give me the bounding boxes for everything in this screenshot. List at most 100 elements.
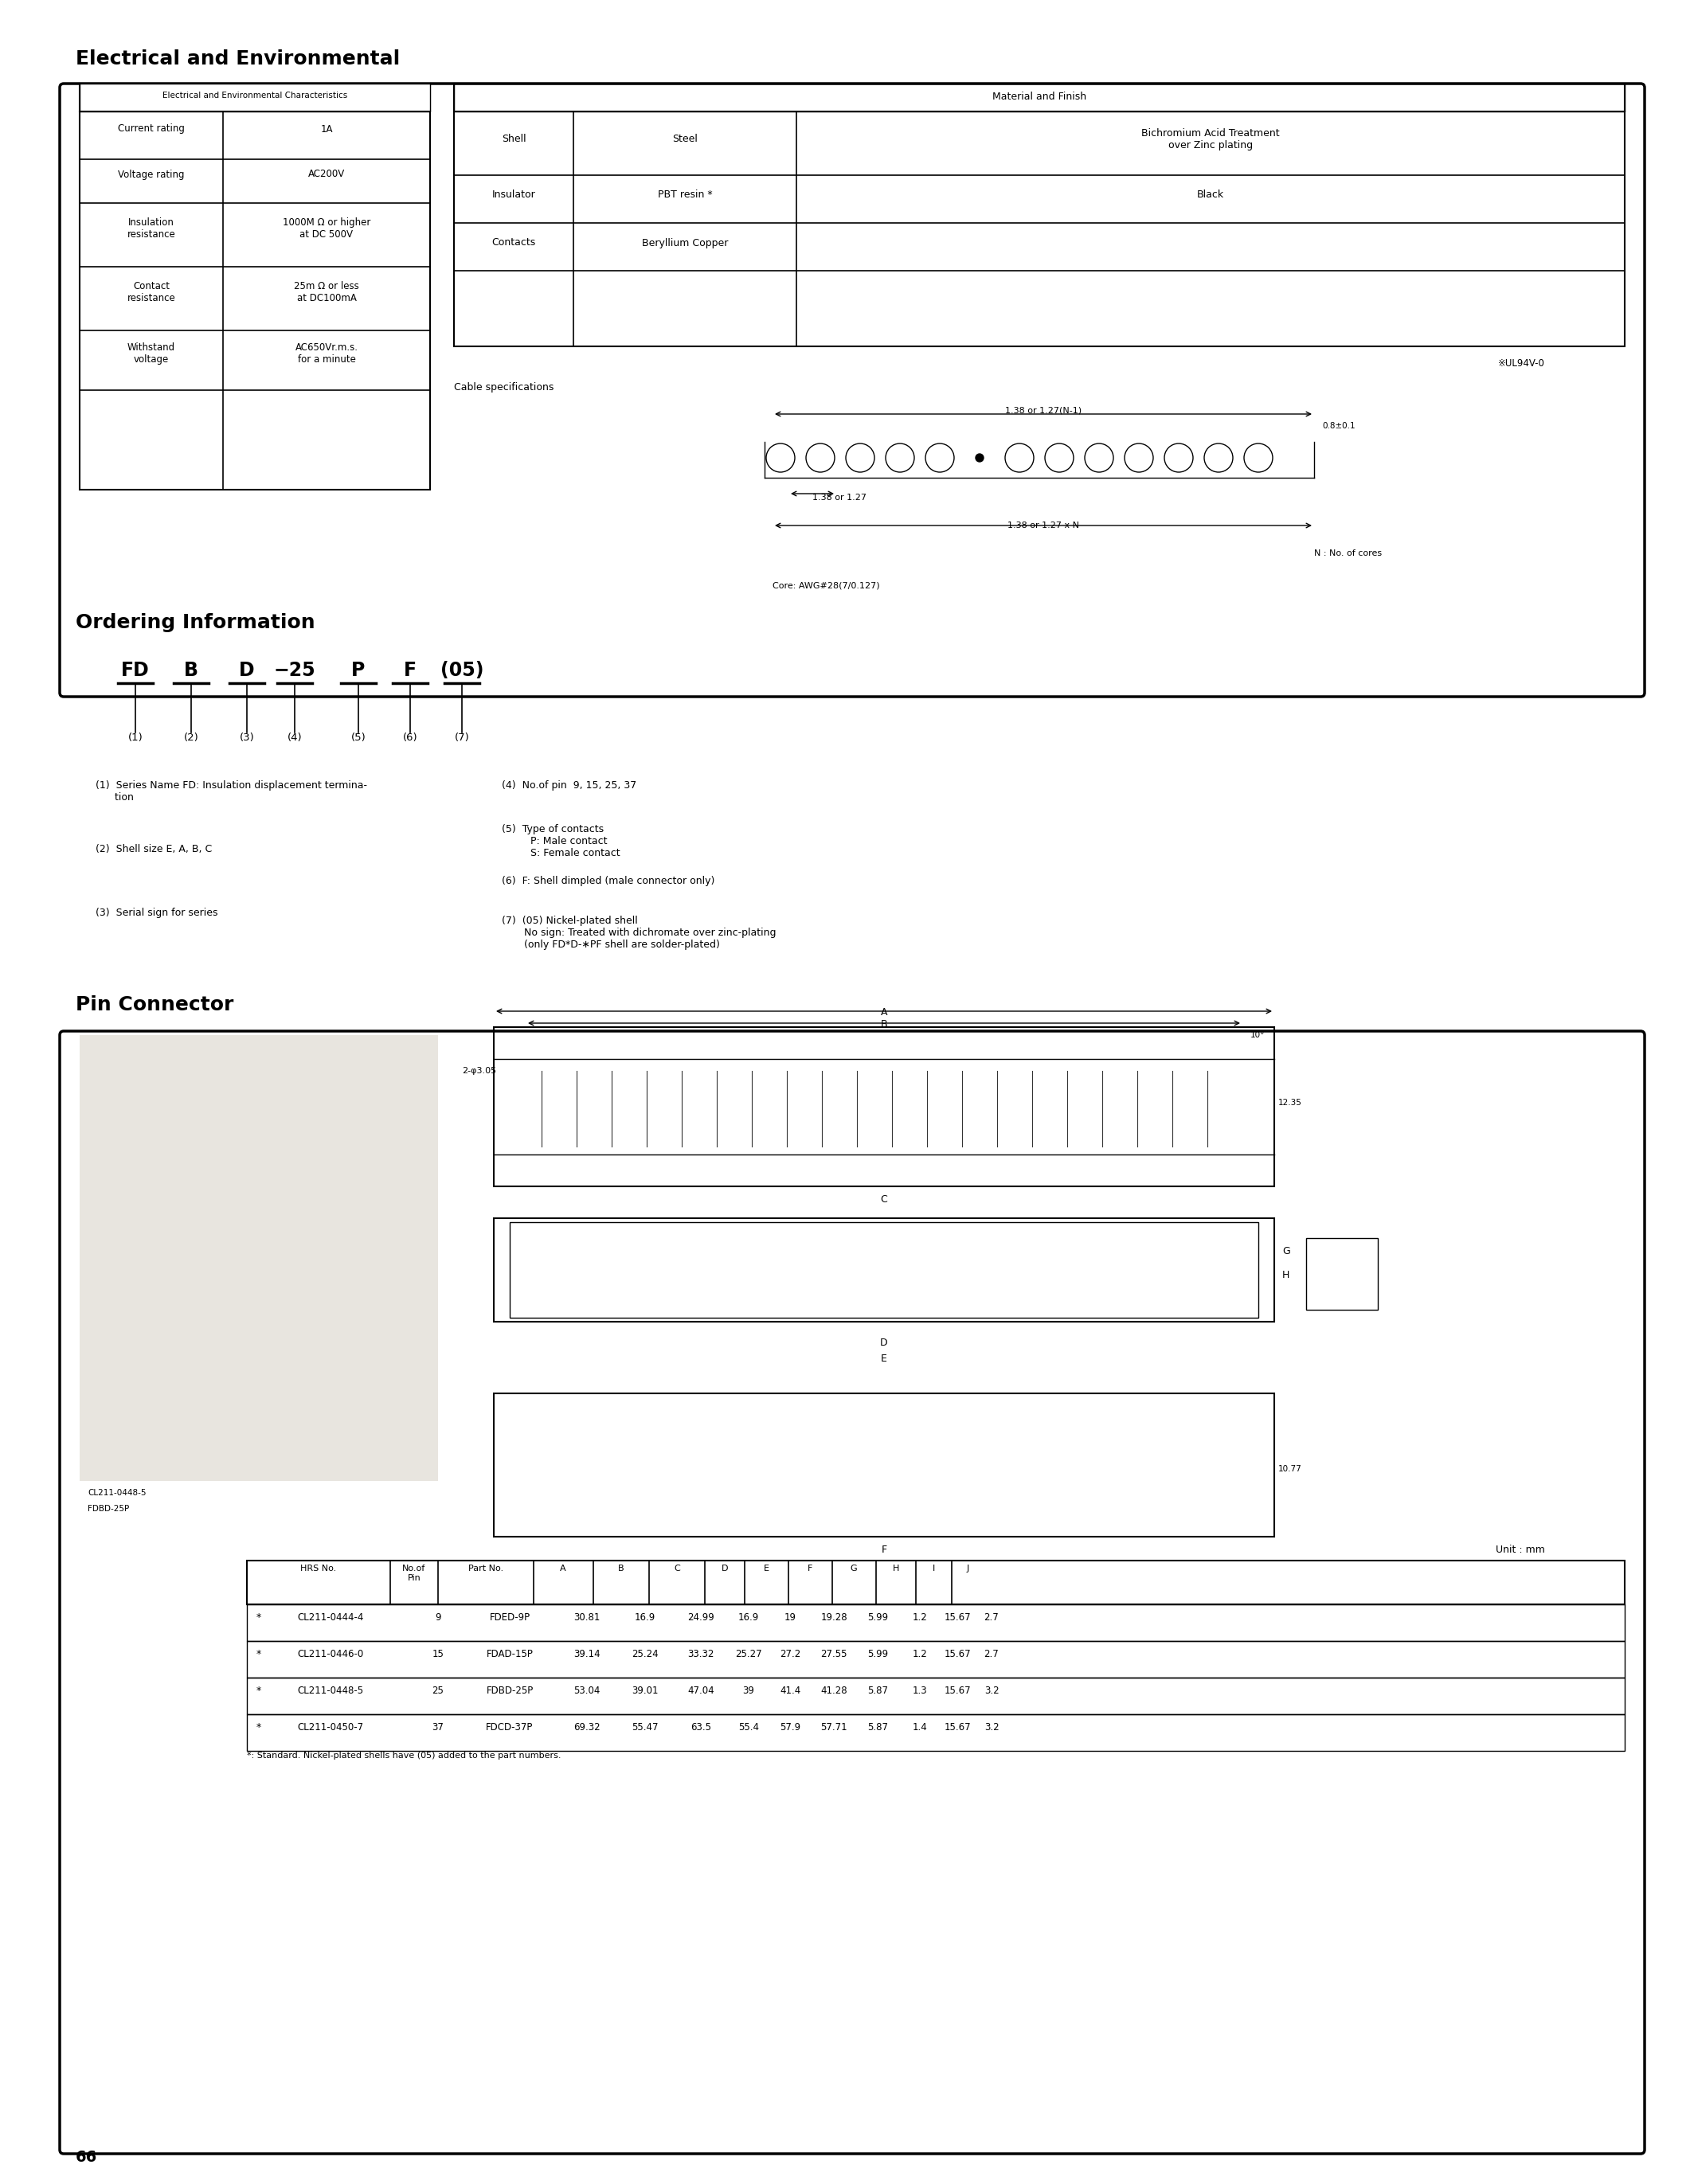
Text: 5.99: 5.99: [867, 1612, 887, 1623]
Text: AC200V: AC200V: [308, 168, 345, 179]
Text: 39.14: 39.14: [573, 1649, 600, 1660]
Text: H: H: [1283, 1269, 1289, 1280]
Text: 1A: 1A: [321, 124, 333, 133]
Text: (1)  Series Name FD: Insulation displacement termina-
      tion: (1) Series Name FD: Insulation displacem…: [96, 780, 367, 802]
Text: E: E: [764, 1564, 769, 1572]
Text: Electrical and Environmental Characteristics: Electrical and Environmental Characteris…: [162, 92, 348, 100]
Text: *: *: [257, 1686, 262, 1697]
Text: N : No. of cores: N : No. of cores: [1315, 550, 1382, 557]
Text: 19.28: 19.28: [820, 1612, 847, 1623]
FancyBboxPatch shape: [59, 83, 1644, 697]
Text: 41.4: 41.4: [779, 1686, 801, 1697]
Text: CL211-0444-4: CL211-0444-4: [297, 1612, 363, 1623]
Text: 15.67: 15.67: [945, 1612, 970, 1623]
Text: Steel: Steel: [673, 133, 698, 144]
Text: (1): (1): [128, 732, 144, 743]
Text: 55.47: 55.47: [632, 1723, 659, 1732]
Text: Beryllium Copper: Beryllium Copper: [642, 238, 728, 249]
Bar: [493, 1393, 1274, 1538]
Text: D: D: [722, 1564, 728, 1572]
Text: 25.24: 25.24: [632, 1649, 659, 1660]
Bar: [493, 1026, 1274, 1186]
Text: F: F: [404, 662, 416, 679]
Text: 30.81: 30.81: [573, 1612, 600, 1623]
Text: C: C: [674, 1564, 679, 1572]
Text: 66: 66: [76, 2149, 98, 2164]
Text: 1.4: 1.4: [913, 1723, 928, 1732]
Text: Part No.: Part No.: [468, 1564, 504, 1572]
FancyBboxPatch shape: [59, 1031, 1644, 2153]
Text: 5.87: 5.87: [867, 1723, 887, 1732]
Text: 63.5: 63.5: [691, 1723, 711, 1732]
Text: Insulation
resistance: Insulation resistance: [127, 218, 176, 240]
Text: D: D: [880, 1337, 887, 1348]
Text: Electrical and Environmental: Electrical and Environmental: [76, 50, 401, 68]
Text: G: G: [850, 1564, 857, 1572]
Text: (4): (4): [287, 732, 303, 743]
Text: 16.9: 16.9: [739, 1612, 759, 1623]
Text: *: Standard. Nickel-plated shells have (05) added to the part numbers.: *: Standard. Nickel-plated shells have (…: [247, 1752, 561, 1760]
Text: I: I: [933, 1564, 935, 1572]
Text: A: A: [880, 1007, 887, 1018]
Bar: [79, 83, 429, 111]
Text: FDAD-15P: FDAD-15P: [487, 1649, 532, 1660]
Text: 41.28: 41.28: [820, 1686, 847, 1697]
Text: −25: −25: [274, 662, 316, 679]
Text: 1000M Ω or higher
at DC 500V: 1000M Ω or higher at DC 500V: [282, 218, 370, 240]
Text: 2.7: 2.7: [984, 1649, 999, 1660]
Text: 1.2: 1.2: [913, 1649, 928, 1660]
Text: (6)  F: Shell dimpled (male connector only): (6) F: Shell dimpled (male connector onl…: [502, 876, 715, 887]
Text: (4)  No.of pin  9, 15, 25, 37: (4) No.of pin 9, 15, 25, 37: [502, 780, 637, 791]
Text: No.of
Pin: No.of Pin: [402, 1564, 426, 1581]
Text: (7): (7): [455, 732, 470, 743]
Text: 19: 19: [784, 1612, 796, 1623]
Text: Cable specifications: Cable specifications: [455, 382, 554, 393]
Text: (6): (6): [402, 732, 417, 743]
Text: 5.87: 5.87: [867, 1686, 887, 1697]
Text: Ordering Information: Ordering Information: [76, 614, 314, 631]
Text: 69.32: 69.32: [573, 1723, 600, 1732]
Text: A: A: [559, 1564, 566, 1572]
Text: 15.67: 15.67: [945, 1723, 970, 1732]
Text: 0.8±0.1: 0.8±0.1: [1322, 422, 1355, 430]
Text: C: C: [880, 1195, 887, 1206]
Text: (2)  Shell size E, A, B, C: (2) Shell size E, A, B, C: [96, 843, 211, 854]
Text: (3): (3): [240, 732, 255, 743]
Text: *: *: [257, 1612, 262, 1623]
Text: 25.27: 25.27: [735, 1649, 762, 1660]
Bar: [1306, 1238, 1377, 1310]
Text: E: E: [880, 1354, 887, 1363]
Text: HRS No.: HRS No.: [301, 1564, 336, 1572]
Text: F: F: [808, 1564, 813, 1572]
Text: B: B: [880, 1020, 887, 1029]
Text: CL211-0448-5: CL211-0448-5: [88, 1489, 145, 1496]
Bar: [455, 83, 1624, 111]
Bar: [247, 1677, 1624, 1714]
Text: FDBD-25P: FDBD-25P: [88, 1505, 128, 1514]
Text: 15: 15: [433, 1649, 444, 1660]
Text: AC650Vr.m.s.
for a minute: AC650Vr.m.s. for a minute: [296, 343, 358, 365]
Text: Voltage rating: Voltage rating: [118, 168, 184, 179]
Text: Shell: Shell: [502, 133, 526, 144]
Text: CL211-0446-0: CL211-0446-0: [297, 1649, 363, 1660]
Text: 39.01: 39.01: [632, 1686, 659, 1697]
Text: 55.4: 55.4: [739, 1723, 759, 1732]
Text: 25m Ω or less
at DC100mA: 25m Ω or less at DC100mA: [294, 282, 358, 304]
Text: (3)  Serial sign for series: (3) Serial sign for series: [96, 909, 218, 917]
Text: 1.3: 1.3: [913, 1686, 928, 1697]
Text: *: *: [257, 1723, 262, 1732]
Text: Pin Connector: Pin Connector: [76, 996, 233, 1013]
Text: F: F: [880, 1544, 887, 1555]
Text: 15.67: 15.67: [945, 1686, 970, 1697]
Text: Unit : mm: Unit : mm: [1496, 1544, 1545, 1555]
Text: Withstand
voltage: Withstand voltage: [127, 343, 176, 365]
Text: (2): (2): [184, 732, 199, 743]
Bar: [79, 1035, 438, 1481]
Text: 3.2: 3.2: [984, 1686, 999, 1697]
Text: FD: FD: [122, 662, 150, 679]
Bar: [247, 1640, 1624, 1677]
Text: 10°: 10°: [1251, 1031, 1266, 1040]
Text: (5): (5): [352, 732, 365, 743]
Text: FDED-9P: FDED-9P: [490, 1612, 531, 1623]
Text: 1.38 or 1.27(N-1): 1.38 or 1.27(N-1): [1006, 406, 1082, 415]
